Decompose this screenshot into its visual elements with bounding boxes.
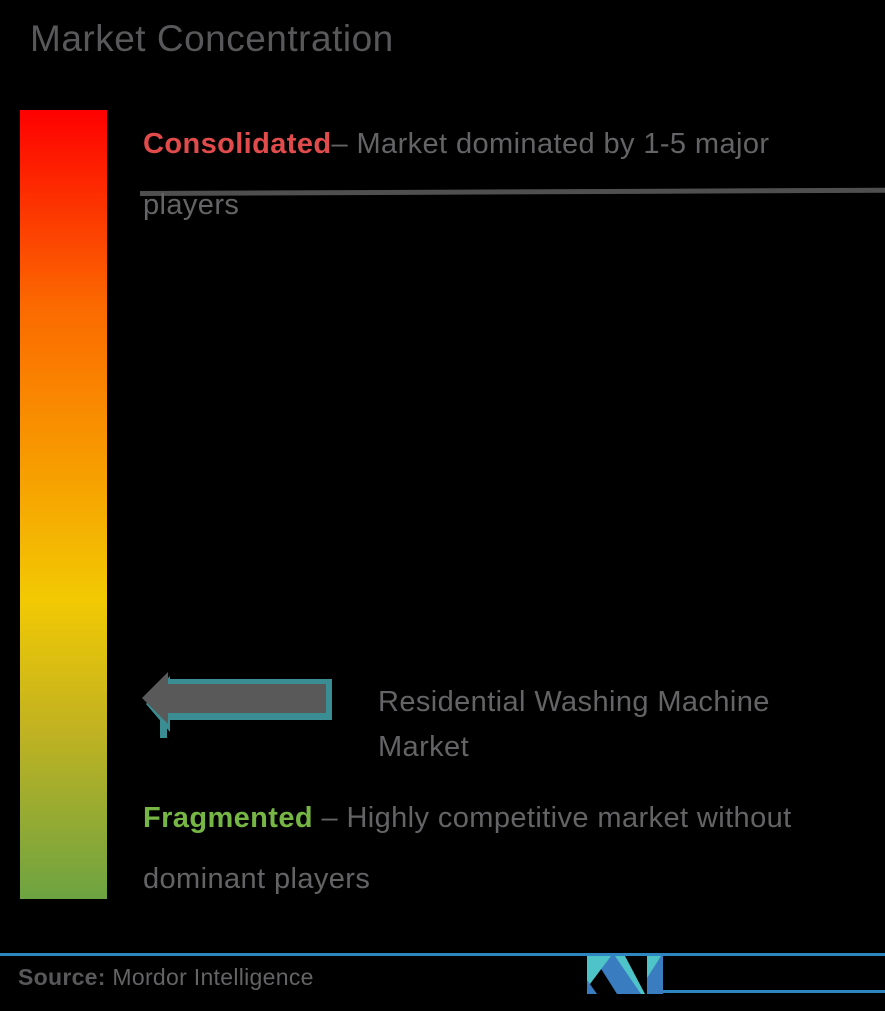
consolidated-description: Consolidated– Market dominated by 1-5 ma… [143,114,769,236]
footer-rule-top [0,953,885,956]
market-name-label: Residential Washing Machine Market [378,680,770,770]
consolidated-separator: – [331,128,357,160]
logo-blue-band [593,956,641,994]
mordor-intelligence-logo-icon [587,956,663,994]
fragmented-text-line2: dominant players [143,863,371,895]
consolidated-text-line1: Market dominated by 1-5 major [356,128,770,160]
left-arrow-marker [142,672,332,738]
consolidated-text-line2: players [143,189,240,221]
source-value: Mordor Intelligence [105,964,314,990]
fragmented-text-line1: Highly competitive market without [346,802,792,834]
fragmented-description: Fragmented – Highly competitive market w… [143,788,792,910]
fragmented-line1: Fragmented – Highly competitive market w… [143,788,792,849]
footer-rule-bottom-right [658,990,885,993]
source-label: Source: [18,964,106,990]
market-name-line2: Market [378,731,470,763]
arrow-body-shape [142,672,326,724]
fragmented-separator: – [312,802,347,834]
consolidated-label: Consolidated [143,128,332,160]
arrow-accent-stick [160,716,167,738]
page-title: Market Concentration [30,18,394,59]
source-attribution: Source: Mordor Intelligence [18,964,314,991]
market-name-line1: Residential Washing Machine [378,686,770,718]
logo-blue-bottom-wedge [587,980,597,994]
consolidated-line1: Consolidated– Market dominated by 1-5 ma… [143,114,769,175]
logo-teal-right-triangle [647,956,661,978]
fragmented-label: Fragmented [143,802,313,834]
logo-teal-top-left [587,956,611,988]
concentration-gradient-bar [20,110,107,899]
